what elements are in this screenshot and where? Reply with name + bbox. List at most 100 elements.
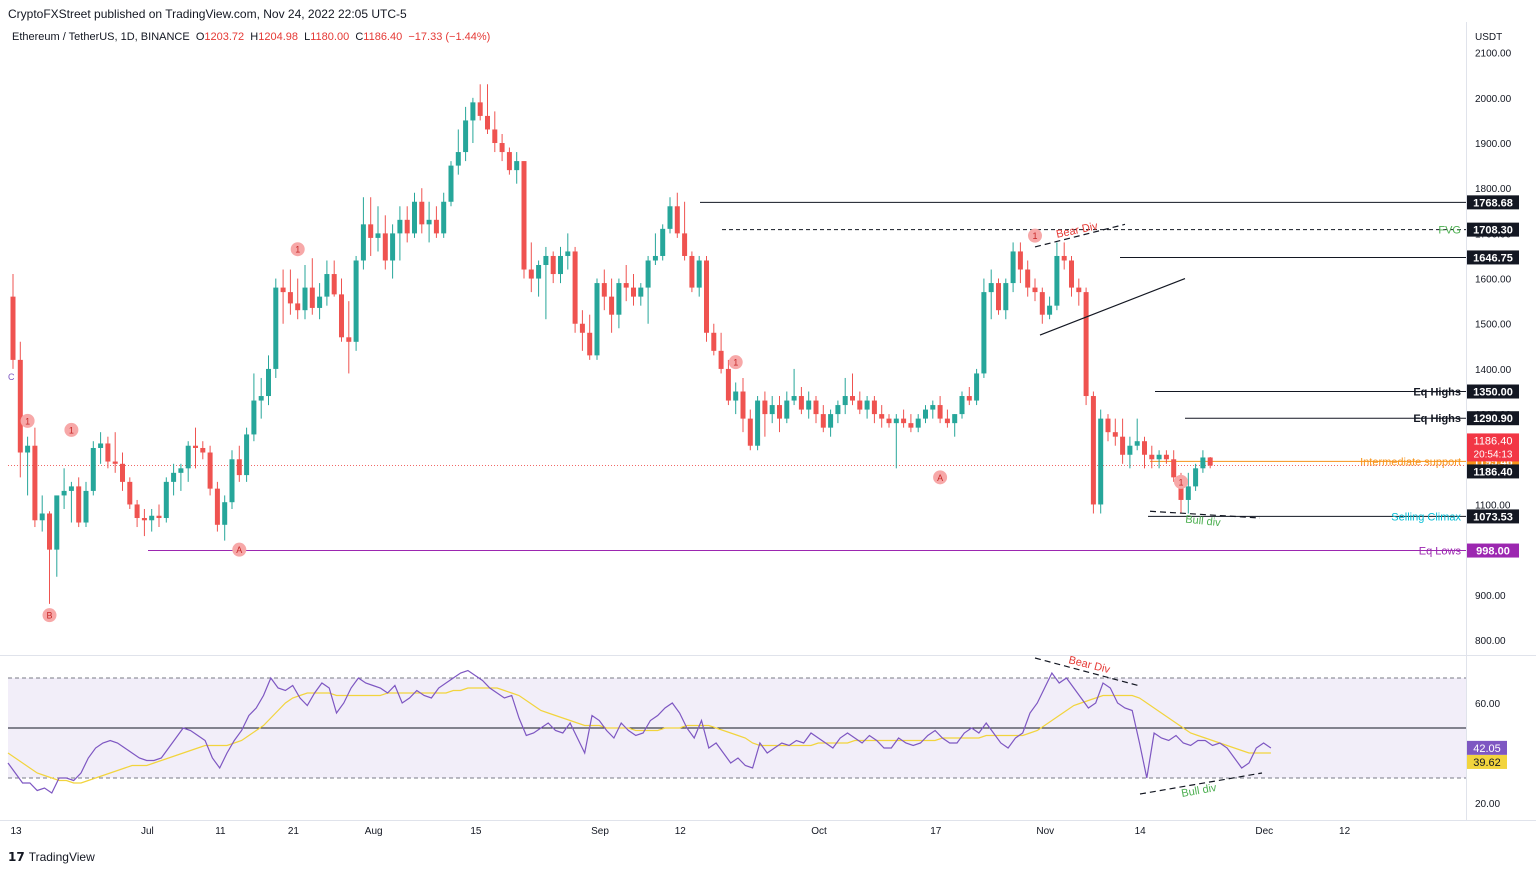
- candle: [623, 265, 629, 302]
- level-tag-text: 998.00: [1476, 546, 1510, 558]
- candle: [404, 206, 410, 243]
- time-tick-label: Sep: [591, 826, 609, 837]
- candle-body: [616, 283, 622, 315]
- level-label: Eq Lows: [1419, 546, 1462, 558]
- candle: [1163, 450, 1169, 464]
- level-tag-bg: [1467, 543, 1519, 558]
- candle: [1083, 287, 1089, 406]
- rsi-tick-label: 20.00: [1475, 799, 1500, 810]
- candle-body: [324, 274, 330, 297]
- signal-marker-text: 1: [1032, 231, 1037, 241]
- legend-open: 1203.72: [204, 31, 245, 43]
- level-label: Intermediate support: [1360, 456, 1461, 468]
- rsi-value-tag: 42.05: [1467, 740, 1507, 755]
- signal-marker-text: 1: [69, 425, 74, 435]
- candle: [886, 414, 892, 428]
- candle: [565, 233, 571, 270]
- signal-marker-text: 1: [733, 358, 738, 368]
- candle-body: [178, 468, 184, 473]
- candle: [908, 414, 914, 433]
- candle-body: [886, 418, 892, 424]
- candle-body: [1207, 457, 1213, 466]
- candle: [1054, 242, 1060, 311]
- candle-body: [777, 405, 782, 419]
- tradingview-logo-icon: 17: [8, 850, 25, 864]
- candle-body: [506, 152, 512, 171]
- signal-marker: 1: [64, 422, 79, 437]
- candle: [1134, 418, 1140, 451]
- candle-body: [579, 323, 585, 333]
- candle: [331, 260, 337, 297]
- candle: [704, 255, 709, 342]
- close-price-tag: 1186.40: [1467, 464, 1519, 479]
- candle: [302, 265, 308, 320]
- candle-body: [258, 396, 264, 401]
- price-tick-label: 2100.00: [1475, 49, 1512, 60]
- candle-body: [1185, 486, 1191, 500]
- candle: [871, 396, 877, 424]
- candle-body: [492, 129, 498, 144]
- price-tick-label: 1100.00: [1475, 500, 1511, 511]
- candle: [893, 414, 899, 469]
- candle-body: [908, 423, 914, 428]
- candle: [200, 441, 206, 460]
- signal-marker-text: 1: [295, 245, 300, 255]
- candle: [842, 377, 848, 415]
- close-tag-text: 1186.40: [1473, 466, 1512, 478]
- legend-close-label: C: [355, 31, 364, 43]
- candle: [1200, 450, 1206, 473]
- candle-body: [842, 396, 848, 406]
- candle: [273, 278, 279, 378]
- candle-body: [105, 443, 111, 462]
- candle-body: [331, 274, 337, 295]
- candle-body: [1171, 459, 1177, 478]
- time-tick-label: 17: [930, 826, 942, 837]
- level-price-tag: 1708.30: [1467, 222, 1519, 237]
- level-price-tag: 1350.00: [1467, 384, 1519, 399]
- candle: [915, 414, 921, 433]
- candle-body: [287, 292, 293, 304]
- candle: [317, 283, 323, 320]
- candle-body: [791, 396, 797, 401]
- candle-body: [317, 296, 323, 308]
- candle: [981, 278, 987, 378]
- candle: [222, 495, 228, 541]
- candle-body: [382, 233, 388, 261]
- tradingview-logo[interactable]: 17 TradingView: [8, 850, 95, 864]
- candle-body: [156, 515, 162, 519]
- candle-body: [806, 400, 812, 410]
- candle: [105, 436, 111, 469]
- candle: [769, 396, 775, 424]
- candle: [156, 504, 162, 528]
- signal-marker: A: [232, 542, 247, 557]
- candle: [32, 427, 38, 528]
- signal-marker-dot: [1174, 474, 1188, 489]
- candle-body: [141, 518, 147, 521]
- legend-low: 1180.00: [310, 31, 350, 43]
- signal-marker: A: [933, 470, 948, 485]
- candle: [762, 391, 768, 437]
- candle-body: [470, 102, 476, 121]
- candle-body: [937, 405, 943, 419]
- candle: [740, 377, 746, 433]
- candle-body: [76, 486, 82, 523]
- candle-body: [54, 495, 60, 550]
- candle-body: [412, 201, 417, 234]
- candle: [944, 409, 950, 428]
- candle-body: [39, 513, 45, 521]
- candle: [594, 278, 600, 360]
- candle-body: [433, 219, 439, 234]
- candle-body: [1017, 251, 1023, 270]
- candle: [1207, 457, 1213, 469]
- candle-body: [229, 459, 235, 503]
- candle-body: [193, 445, 198, 448]
- level-tag-bg: [1467, 250, 1519, 265]
- signal-marker: 1: [290, 242, 305, 257]
- candle: [660, 224, 666, 261]
- candle-body: [1193, 468, 1199, 487]
- candle: [609, 278, 615, 333]
- level-tag-text: 1768.68: [1473, 197, 1513, 209]
- candle: [280, 269, 286, 324]
- candle-body: [1105, 418, 1111, 433]
